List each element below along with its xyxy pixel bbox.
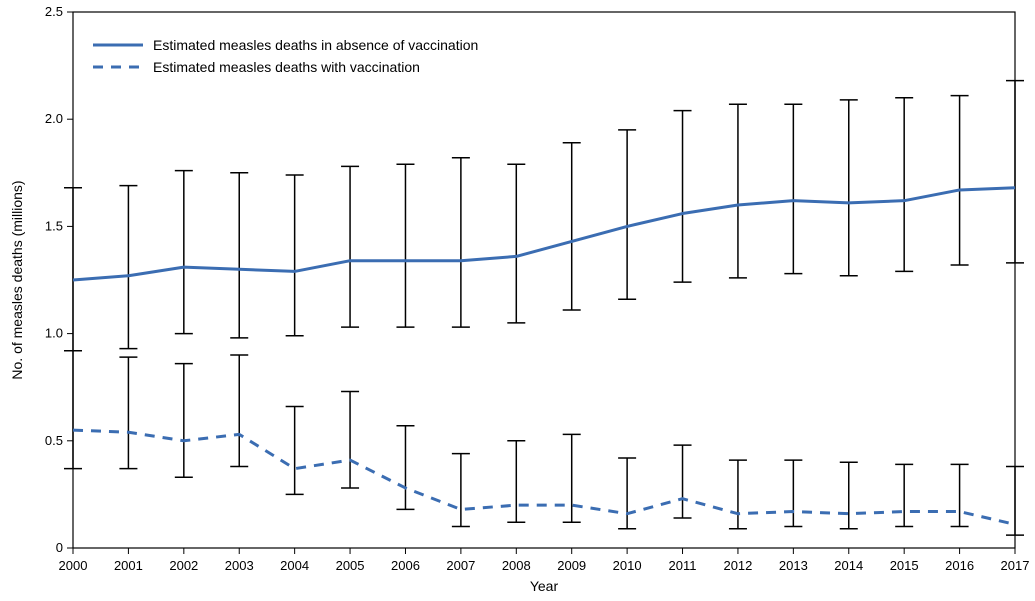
x-tick-label: 2014 bbox=[834, 558, 863, 573]
x-tick-label: 2004 bbox=[280, 558, 309, 573]
y-tick-label: 1.0 bbox=[45, 326, 63, 341]
y-tick-label: 2.5 bbox=[45, 4, 63, 19]
x-tick-label: 2003 bbox=[225, 558, 254, 573]
x-tick-label: 2009 bbox=[557, 558, 586, 573]
x-tick-label: 2006 bbox=[391, 558, 420, 573]
y-tick-label: 1.5 bbox=[45, 218, 63, 233]
measles-deaths-chart: 0 0.5 1.0 1.5 2.0 2.5 2000 2001 2002 2003 2004 2005… bbox=[0, 0, 1035, 601]
legend-label: Estimated measles deaths with vaccinatio… bbox=[153, 59, 420, 75]
chart-container: 0 0.5 1.0 1.5 2.0 2.5 2000 2001 2002 2003 2004 2005… bbox=[0, 0, 1035, 601]
x-tick-label: 2010 bbox=[613, 558, 642, 573]
y-axis-label: No. of measles deaths (millions) bbox=[9, 180, 25, 379]
plot-border bbox=[73, 12, 1015, 548]
series-line-with bbox=[73, 430, 1015, 524]
x-tick-label: 2001 bbox=[114, 558, 143, 573]
x-tick-label: 2002 bbox=[169, 558, 198, 573]
y-tick-label: 0.5 bbox=[45, 433, 63, 448]
x-tick-label: 2017 bbox=[1001, 558, 1030, 573]
legend-label: Estimated measles deaths in absence of v… bbox=[153, 37, 478, 53]
y-tick-label: 2.0 bbox=[45, 111, 63, 126]
x-tick-label: 2005 bbox=[336, 558, 365, 573]
x-axis-label: Year bbox=[530, 578, 559, 594]
x-tick-label: 2011 bbox=[669, 558, 697, 573]
x-tick-label: 2015 bbox=[890, 558, 919, 573]
x-tick-label: 2013 bbox=[779, 558, 808, 573]
series-line-absence bbox=[73, 188, 1015, 280]
x-tick-label: 2012 bbox=[723, 558, 752, 573]
x-tick-label: 2000 bbox=[59, 558, 88, 573]
x-tick-label: 2016 bbox=[945, 558, 974, 573]
y-tick-label: 0 bbox=[56, 540, 63, 555]
x-tick-label: 2007 bbox=[446, 558, 475, 573]
x-tick-label: 2008 bbox=[502, 558, 531, 573]
